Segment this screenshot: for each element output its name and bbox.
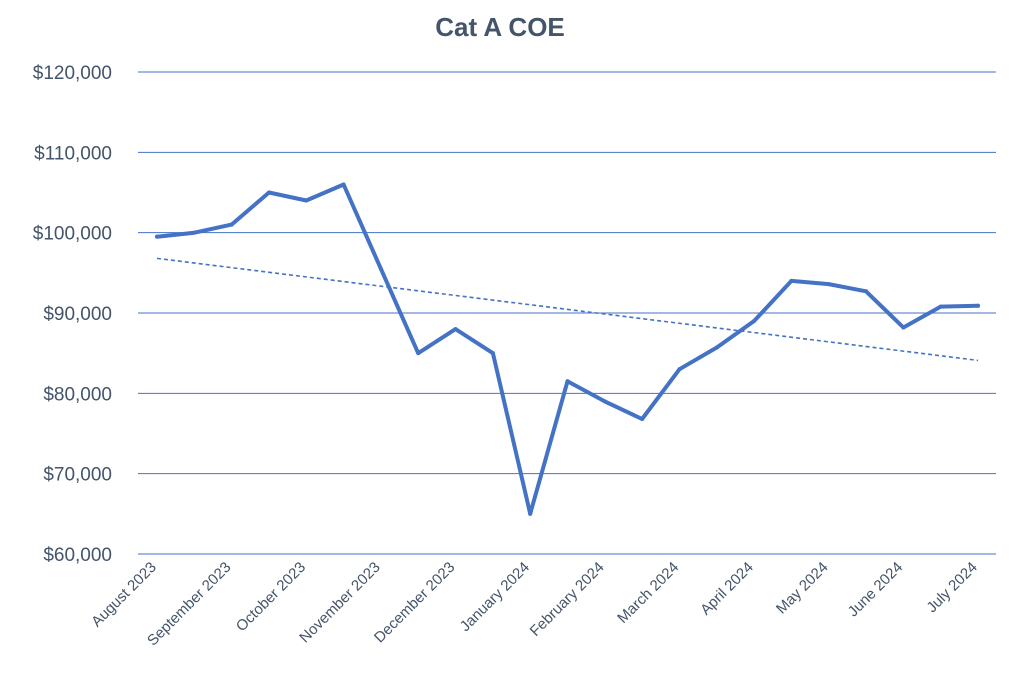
data-point	[266, 190, 271, 195]
y-tick-label: $70,000	[43, 465, 112, 486]
x-tick-label: January 2024	[457, 559, 533, 635]
x-tick-label: October 2023	[233, 559, 309, 635]
x-tick-label: December 2023	[371, 559, 458, 646]
data-point	[789, 278, 794, 283]
y-tick-label: $90,000	[43, 304, 112, 325]
y-tick-label: $110,000	[34, 143, 112, 164]
y-tick-label: $80,000	[43, 384, 112, 405]
chart-title: Cat A COE	[435, 12, 565, 42]
data-point	[901, 325, 906, 330]
data-point	[640, 417, 645, 422]
y-tick-label: $60,000	[43, 545, 112, 566]
data-point	[304, 198, 309, 203]
data-point	[714, 345, 719, 350]
data-point	[976, 303, 980, 308]
data-point	[938, 304, 943, 309]
trendline	[156, 257, 979, 362]
data-point	[826, 282, 831, 287]
data-point	[677, 367, 682, 372]
data-point	[453, 327, 458, 332]
y-tick-label: $100,000	[33, 224, 112, 245]
data-point	[155, 234, 159, 239]
x-tick-label: August 2023	[88, 559, 160, 631]
data-point	[416, 351, 421, 356]
data-point	[378, 266, 383, 271]
series-line	[155, 182, 980, 516]
data-point	[229, 222, 234, 227]
data-point	[341, 182, 346, 187]
data-point	[565, 379, 570, 384]
x-tick-label: March 2024	[614, 559, 682, 627]
x-tick-label: June 2024	[845, 559, 907, 621]
x-tick-label: February 2024	[527, 559, 608, 640]
x-tick-label: April 2024	[697, 559, 757, 619]
data-point	[490, 351, 495, 356]
data-point	[864, 289, 869, 294]
x-tick-label: May 2024	[773, 559, 832, 618]
data-point	[752, 319, 757, 324]
y-tick-label: $120,000	[33, 63, 112, 84]
data-point	[602, 399, 607, 404]
x-tick-label: July 2024	[923, 559, 980, 616]
data-point	[528, 511, 533, 516]
data-point	[192, 230, 197, 235]
